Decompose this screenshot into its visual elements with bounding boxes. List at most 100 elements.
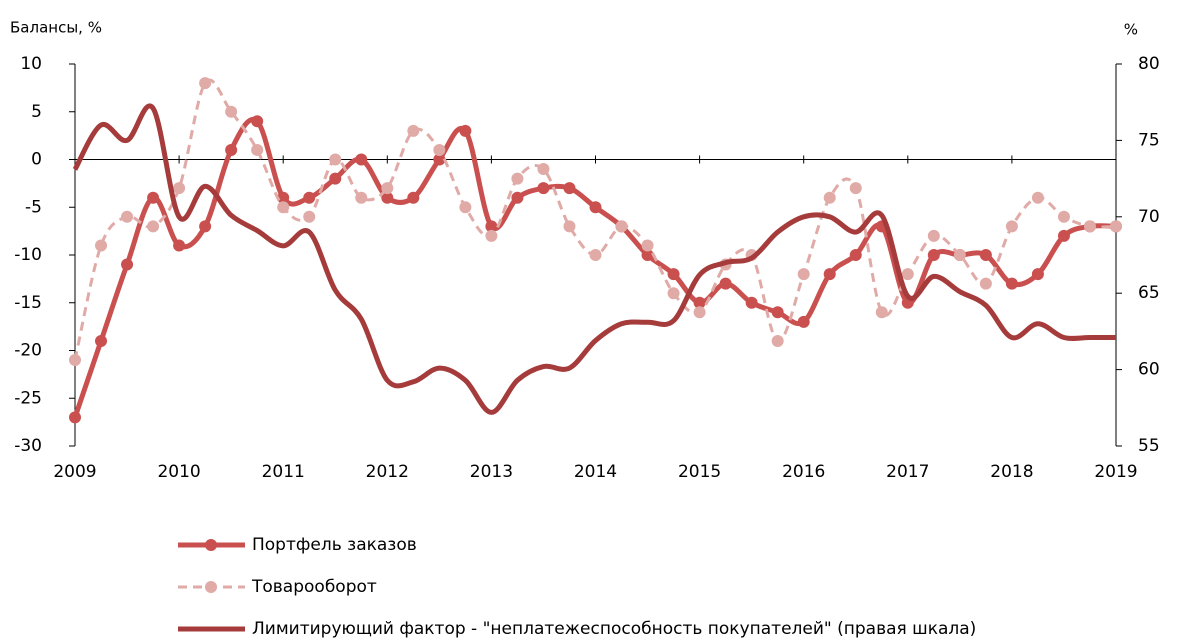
marker	[771, 334, 784, 347]
x-tick-label: 2009	[53, 462, 96, 482]
x-tick-label: 2017	[886, 462, 929, 482]
marker	[121, 258, 134, 271]
marker	[667, 287, 680, 300]
marker	[589, 201, 602, 214]
marker	[355, 153, 368, 166]
marker	[225, 143, 238, 156]
marker	[381, 182, 394, 195]
marker	[459, 124, 472, 137]
x-tick-label: 2015	[678, 462, 721, 482]
marker	[797, 268, 810, 281]
marker	[251, 115, 264, 128]
x-tick-label: 2014	[574, 462, 617, 482]
y2-tick-label: 75	[1138, 130, 1160, 150]
marker	[199, 220, 212, 233]
marker	[407, 191, 420, 204]
y2-tick-label: 80	[1138, 54, 1160, 74]
marker	[537, 163, 550, 176]
y-tick-label: -30	[14, 436, 42, 456]
y-tick-label: 10	[20, 54, 42, 74]
y-tick-label: -10	[14, 245, 42, 265]
marker	[927, 229, 940, 242]
marker	[381, 191, 394, 204]
marker	[615, 220, 628, 233]
marker	[1110, 220, 1122, 233]
marker	[433, 143, 446, 156]
marker	[667, 268, 680, 281]
y-tick-label: -20	[14, 341, 42, 361]
marker	[95, 334, 108, 347]
x-tick-label: 2016	[782, 462, 825, 482]
marker	[797, 315, 810, 328]
x-tick-label: 2018	[990, 462, 1033, 482]
marker	[251, 143, 264, 156]
x-tick-label: 2010	[157, 462, 200, 482]
marker	[1057, 229, 1070, 242]
legend-label: Портфель заказов	[252, 535, 417, 555]
marker	[121, 210, 134, 223]
marker	[745, 296, 758, 309]
marker	[95, 239, 108, 252]
y2-tick-label: 55	[1138, 436, 1160, 456]
marker	[537, 182, 550, 195]
marker	[277, 191, 290, 204]
marker	[69, 411, 81, 424]
marker	[693, 296, 706, 309]
marker	[823, 268, 836, 281]
marker	[563, 182, 576, 195]
marker	[927, 249, 940, 261]
marker	[355, 191, 368, 204]
x-tick-label: 2019	[1094, 462, 1137, 482]
series-line	[72, 117, 1117, 419]
marker	[173, 239, 186, 252]
y-tick-label: -25	[14, 388, 42, 408]
y-tick-label: -15	[14, 293, 42, 313]
marker	[1031, 268, 1044, 281]
marker	[511, 172, 524, 185]
series-line	[72, 103, 1116, 415]
marker	[1031, 191, 1044, 204]
marker	[329, 172, 342, 185]
y-axis-label: Балансы, %	[10, 19, 102, 37]
marker	[1005, 277, 1018, 290]
marker	[563, 220, 576, 233]
marker	[147, 191, 160, 204]
marker	[433, 153, 446, 166]
marker	[849, 182, 862, 195]
marker	[1005, 220, 1018, 233]
marker	[407, 124, 420, 137]
y-tick-label: 0	[31, 150, 42, 170]
marker	[147, 220, 160, 233]
marker	[173, 182, 186, 195]
legend-marker	[205, 539, 217, 551]
marker	[641, 249, 654, 261]
marker	[69, 354, 81, 367]
marker	[225, 105, 238, 118]
marker	[979, 277, 992, 290]
marker	[693, 306, 706, 319]
marker	[823, 191, 836, 204]
marker	[953, 249, 966, 261]
legend-marker	[205, 581, 217, 593]
y-tick-label: -5	[25, 197, 42, 217]
marker	[199, 77, 212, 90]
marker	[303, 191, 316, 204]
marker	[979, 249, 992, 261]
y2-tick-label: 70	[1138, 207, 1160, 227]
y2-tick-label: 65	[1138, 283, 1160, 303]
marker	[771, 306, 784, 319]
marker	[875, 306, 888, 319]
y-tick-label: 5	[31, 102, 42, 122]
marker	[901, 268, 914, 281]
marker	[589, 249, 602, 261]
marker	[485, 229, 498, 242]
marker	[277, 201, 290, 214]
marker	[459, 201, 472, 214]
x-tick-label: 2011	[262, 462, 305, 482]
series-line	[73, 78, 1117, 361]
y2-axis-label: %	[1124, 21, 1138, 39]
marker	[641, 239, 654, 252]
marker	[1083, 220, 1096, 233]
legend-label: Лимитирующий фактор - "неплатежеспособно…	[252, 619, 976, 639]
